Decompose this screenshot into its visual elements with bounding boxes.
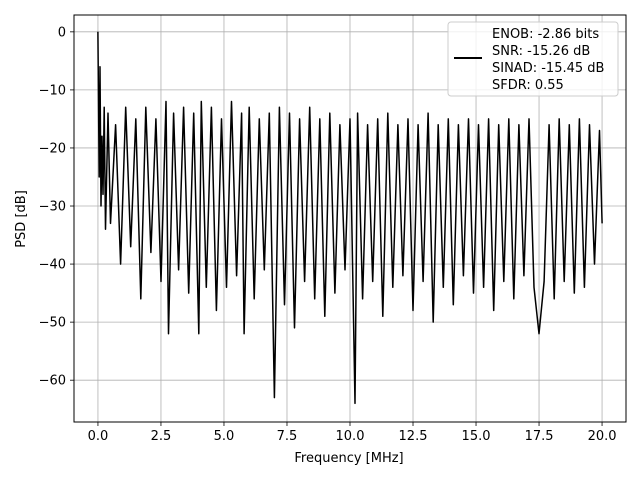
x-tick-label: 10.0 [336,429,365,444]
x-axis-label: Frequency [MHz] [294,451,403,466]
x-tick-label: 12.5 [399,429,428,444]
x-tick-label: 2.5 [151,429,172,444]
x-tick-label: 20.0 [588,429,617,444]
legend: ENOB: -2.86 bits SNR: -15.26 dB SINAD: -… [447,21,619,97]
y-axis-label: PSD [dB] [14,190,29,248]
x-tick-label: 17.5 [525,429,554,444]
y-tick-label: −60 [39,374,66,389]
y-tick-label: −40 [39,258,66,273]
legend-snr: SNR: -15.26 dB [492,44,590,59]
x-tick-label: 15.0 [462,429,491,444]
y-tick-label: −10 [39,83,66,98]
y-tick-label: −20 [39,141,66,156]
psd-series-line [97,31,603,405]
legend-sinad: SINAD: -15.45 dB [492,61,604,76]
y-tick-label: 0 [58,25,66,40]
data-area [97,31,603,405]
y-tick-label: −50 [39,316,66,331]
y-tick-label: −30 [39,200,66,215]
legend-box [447,21,619,97]
legend-enob: ENOB: -2.86 bits [492,27,599,42]
x-tick-label: 5.0 [214,429,235,444]
x-tick-label: 7.5 [277,429,298,444]
axis-ticks: 0.0 2.5 5.0 7.5 10.0 12.5 15.0 17.5 20.0 0 −10 −20 −… [39,25,617,444]
x-tick-label: 0.0 [88,429,109,444]
legend-sfdr: SFDR: 0.55 [492,78,564,93]
